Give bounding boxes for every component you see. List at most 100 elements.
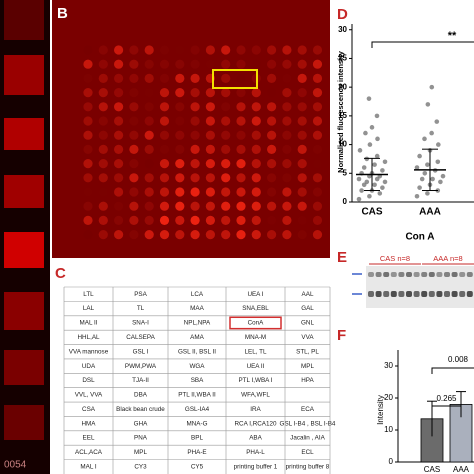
blot-band [466, 291, 473, 297]
x-tick-label: AAA [419, 207, 441, 218]
blot: CAS n=8 AAA n=8 [352, 254, 474, 308]
table-cell: AAL [302, 291, 314, 298]
array-spot [190, 59, 200, 69]
table-cell: printing buffer 8 [286, 463, 330, 470]
array-spot [297, 230, 307, 240]
array-spot [144, 230, 154, 240]
array-spot [267, 187, 277, 197]
array-spot [236, 215, 246, 225]
data-point [361, 165, 367, 170]
array-spot [83, 201, 93, 211]
data-point [364, 156, 370, 162]
blot-band [383, 291, 390, 297]
array-spot [251, 215, 261, 225]
array-spot [297, 159, 307, 169]
table-cell: UEA I [247, 291, 263, 298]
array-spot [251, 201, 261, 211]
array-spot [114, 73, 124, 83]
table-cell: PNA [134, 435, 148, 442]
y-tick-label: 25 [338, 54, 347, 63]
table-cell: PTL II,WBA II [178, 392, 216, 399]
array-spot [129, 45, 139, 55]
table-cell: SBA [191, 377, 204, 384]
blot-band [451, 291, 458, 297]
array-spot [159, 201, 170, 211]
array-spot [267, 116, 277, 126]
array-spot [236, 45, 246, 55]
table-cell: ABA [249, 435, 262, 442]
panel-label: E [337, 249, 347, 266]
blot-band [444, 272, 450, 277]
table-cell: Jacalin , AIA [290, 435, 325, 442]
array-spot [236, 73, 246, 83]
array-spot [114, 45, 124, 55]
blot-band [375, 272, 382, 277]
table-cell: PHA-E [187, 449, 206, 456]
y-axis-label: Intensity [376, 395, 385, 425]
array-spot [221, 116, 231, 126]
array-spot [190, 45, 200, 55]
x-tick-label: AAA [453, 465, 470, 474]
array-spot [251, 59, 261, 69]
array-spot [236, 173, 246, 183]
array-spot [98, 130, 108, 140]
blot-bg [366, 266, 474, 308]
array-spot [282, 73, 292, 83]
array-spot [251, 88, 261, 98]
array-spot [267, 201, 277, 211]
y-tick-label: 0 [389, 457, 394, 466]
array-spot [175, 130, 185, 140]
array-spot [129, 116, 139, 126]
array-spot [312, 159, 323, 169]
array-spot [114, 230, 124, 240]
table-cell: LEL, TL [245, 348, 267, 355]
blot-band [398, 291, 405, 297]
array-spot [159, 45, 170, 55]
table-cell: ECA [301, 406, 315, 413]
data-point [434, 119, 440, 124]
table-panel [52, 262, 330, 474]
array-spot [159, 73, 170, 83]
table-cell: EEL [83, 435, 95, 442]
array-spot [175, 116, 185, 126]
array-spot [175, 144, 185, 154]
table-cell: PTL I,WBA I [238, 377, 272, 384]
array-spot [267, 59, 277, 69]
table-cell: LCA [191, 291, 204, 298]
array-spot [114, 201, 124, 211]
array-spot [282, 173, 292, 183]
array-spot [312, 59, 323, 69]
table-cell: MPL [301, 363, 314, 370]
blot-band [421, 272, 428, 277]
lectin-table: LTL PSA LCA UEA I AAL LAL TL MAA SNA,EBL GAL MAL I… [63, 286, 336, 474]
array-spot [114, 144, 124, 154]
array-spot [175, 73, 185, 83]
table-cell: CALSEPA [126, 334, 155, 341]
table-cell: GSL-IA4 [185, 406, 210, 413]
array-spot [83, 45, 93, 55]
array-spot [312, 215, 323, 225]
blot-band [390, 272, 397, 277]
blot-band [383, 272, 390, 277]
array-spot [190, 187, 200, 197]
array-spot [236, 116, 246, 126]
array-spots [83, 45, 323, 240]
array-spot [282, 59, 292, 69]
table-cell: DBA [134, 392, 148, 399]
y-tick-label: 5 [343, 168, 348, 177]
strip-band [4, 55, 44, 95]
array-spot [282, 116, 292, 126]
array-spot [175, 88, 185, 98]
table-cell: STL, PL [296, 348, 319, 355]
strip-band [4, 175, 44, 208]
array-spot [159, 215, 170, 225]
group-label: CAS n=8 [380, 254, 410, 263]
array-spot [282, 45, 292, 55]
data-point [422, 136, 427, 142]
table-cell: PWM,PWA [125, 363, 157, 370]
array-image [52, 0, 330, 258]
array-spot [221, 88, 231, 98]
array-spot [175, 102, 185, 112]
y-tick-label: 20 [384, 393, 393, 402]
array-spot [221, 59, 231, 69]
